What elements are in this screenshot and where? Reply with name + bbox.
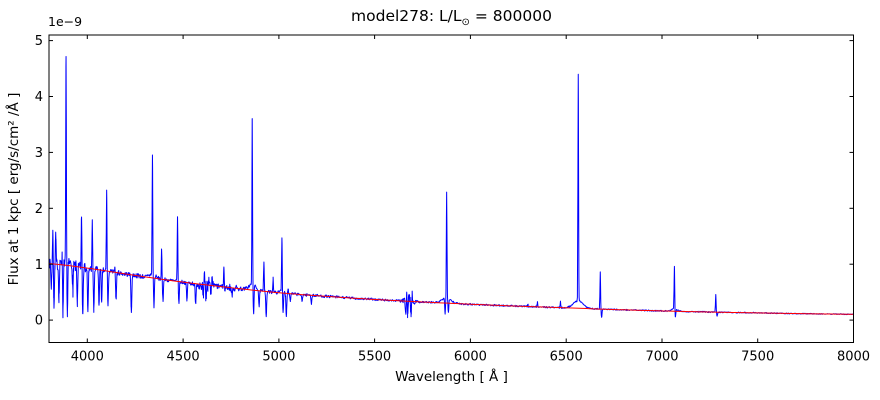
spectrum-line [48, 56, 854, 319]
x-tick-label: 4000 [71, 350, 104, 365]
title-text: model278: L/L [351, 7, 462, 25]
x-tick-label: 4500 [167, 350, 200, 365]
x-tick-label: 5500 [358, 350, 391, 365]
x-tick-label: 7000 [645, 350, 678, 365]
x-axis-label: Wavelength [ Å ] [395, 369, 508, 385]
plot-title: model278: L/L⊙ = 800000 [49, 7, 854, 29]
title-suffix: = 800000 [469, 7, 552, 25]
y-tick-label: 3 [35, 146, 43, 161]
x-tick-label: 7500 [741, 350, 774, 365]
x-tick-label: 6000 [454, 350, 487, 365]
x-tick-label: 5000 [262, 350, 295, 365]
y-tick-label: 0 [35, 314, 43, 329]
x-tick-label: 6500 [550, 350, 583, 365]
y-tick-label: 1 [35, 258, 43, 273]
y-axis-offset-label: 1e−9 [48, 14, 83, 29]
y-tick-label: 2 [35, 202, 43, 217]
title-sun-subscript: ⊙ [461, 17, 470, 29]
y-tick-label: 5 [35, 34, 43, 49]
continuum-line [48, 263, 854, 315]
x-tick-label: 8000 [837, 350, 870, 365]
y-tick-label: 4 [35, 90, 43, 105]
plot-border [48, 34, 854, 343]
